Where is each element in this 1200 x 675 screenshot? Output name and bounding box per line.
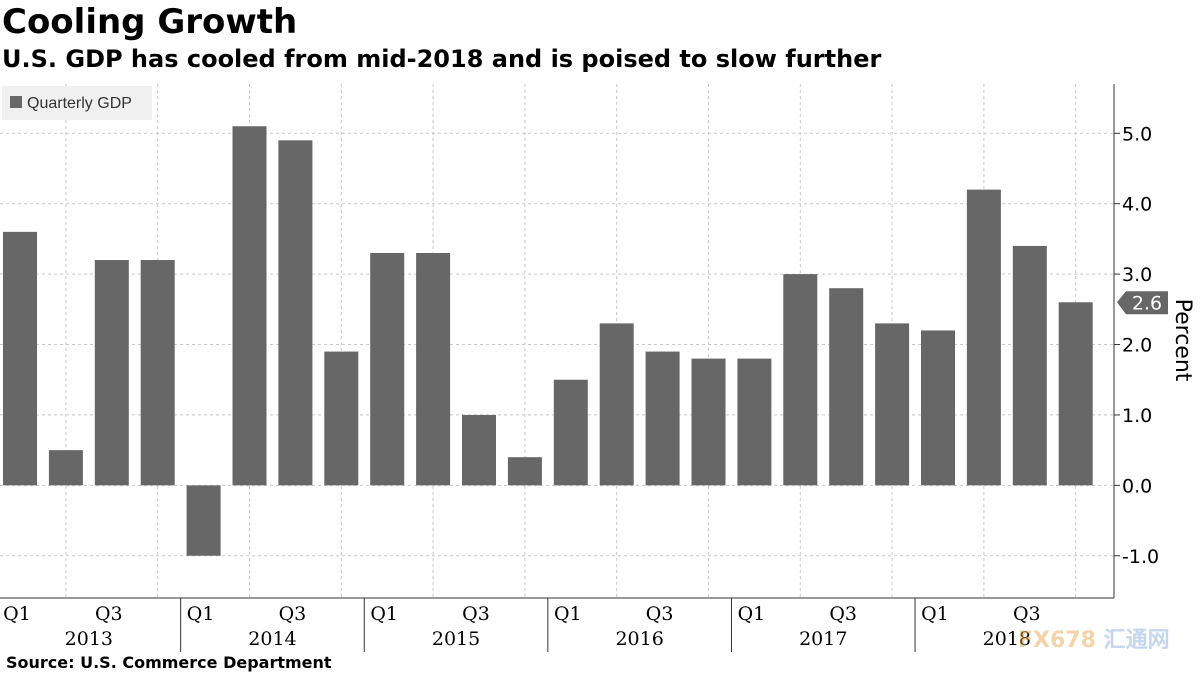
source-note: Source: U.S. Commerce Department: [6, 653, 332, 672]
bar: [829, 288, 864, 486]
y-tick-label: 5.0: [1122, 123, 1152, 145]
x-tick-label: Q3: [1013, 603, 1041, 625]
bar: [324, 351, 359, 486]
x-tick-label: Q1: [738, 603, 766, 625]
year-label: 2018: [983, 628, 1031, 650]
x-tick-label: Q3: [279, 603, 307, 625]
legend-swatch: [10, 96, 22, 108]
bar: [599, 323, 634, 486]
last-value-callout-shape: [1117, 291, 1168, 315]
y-tick-label: 0.0: [1122, 475, 1152, 497]
bar: [186, 485, 221, 556]
bar: [232, 126, 267, 486]
x-tick-label: Q1: [3, 603, 31, 625]
bar: [507, 457, 542, 486]
bar: [921, 330, 955, 486]
last-value-label: 2.6: [1132, 292, 1162, 314]
x-tick-label: Q3: [646, 603, 674, 625]
bars: [3, 126, 1093, 556]
y-tick-label: 2.0: [1122, 335, 1152, 357]
bar: [783, 274, 818, 486]
bar: [737, 358, 772, 486]
chart-title: Cooling Growth: [2, 2, 298, 42]
y-tick-label: 4.0: [1122, 194, 1152, 216]
bar: [416, 252, 451, 486]
bar: [875, 323, 910, 486]
bar: [691, 358, 726, 486]
grid: [0, 84, 1114, 598]
x-tick-label: Q3: [829, 603, 857, 625]
axes: 5.0 4.0 3.0 2.0 1.0 0.0 -1.0 Q1 Q3 Q1 Q3 Q1 Q3 Q1 Q3 Q1…: [0, 84, 1159, 652]
chart-subtitle: U.S. GDP has cooled from mid-2018 and is…: [2, 45, 882, 73]
x-tick-label: Q3: [95, 603, 123, 625]
year-label: 2013: [65, 628, 113, 650]
y-tick-label: -1.0: [1122, 546, 1159, 568]
x-tick-label: Q1: [554, 603, 582, 625]
legend-label: Quarterly GDP: [27, 95, 132, 112]
watermark-cn: 汇通网: [1103, 628, 1170, 653]
watermark: FX678 汇通网: [1018, 622, 1170, 654]
last-value-callout: 2.6: [1117, 291, 1168, 315]
bar: [94, 260, 129, 486]
watermark-brand: FX678: [1018, 628, 1096, 653]
year-label: 2015: [432, 628, 480, 650]
x-tick-label: Q1: [187, 603, 215, 625]
y-axis-title: Percent: [1170, 299, 1195, 382]
x-tick-label: Q1: [921, 603, 949, 625]
bar: [48, 450, 83, 486]
bar: [370, 252, 405, 486]
y-tick-label: 3.0: [1122, 264, 1152, 286]
y-tick-label: 1.0: [1122, 405, 1152, 427]
x-tick-label: Q3: [462, 603, 490, 625]
year-label: 2014: [248, 628, 296, 650]
bar: [1012, 245, 1047, 486]
legend: Quarterly GDP: [2, 86, 152, 120]
bar: [966, 189, 1001, 486]
bar: [278, 140, 313, 486]
bar: [462, 414, 496, 486]
x-tick-label: Q1: [370, 603, 398, 625]
year-label: 2016: [615, 628, 663, 650]
bar: [140, 260, 175, 486]
year-label: 2017: [799, 628, 847, 650]
bar: [1058, 302, 1093, 486]
bar: [645, 351, 680, 486]
bar: [553, 379, 588, 486]
bar: [3, 231, 37, 486]
